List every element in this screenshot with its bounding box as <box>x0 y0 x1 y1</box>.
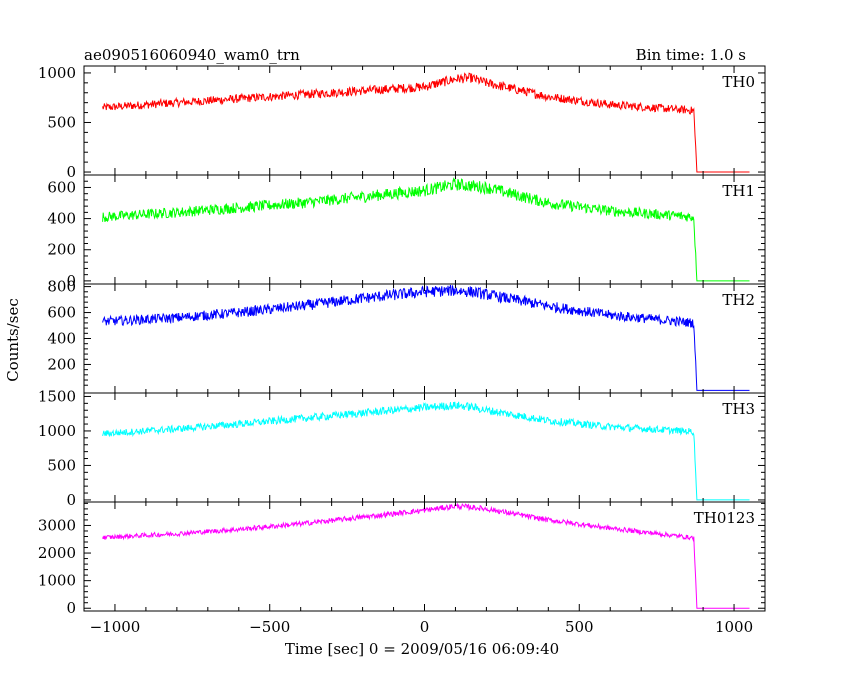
y-tick-label: 0 <box>66 272 76 290</box>
panel-th0: 0 500 1000 TH0 <box>38 64 766 181</box>
y-tick-label: 1000 <box>38 422 76 440</box>
y-tick-label: 400 <box>47 330 76 348</box>
y-tick-label: 200 <box>47 355 76 373</box>
y-tick-label: 0 <box>66 599 76 617</box>
y-tick-label: 2000 <box>38 544 76 562</box>
y-tick-label: 600 <box>47 304 76 322</box>
x-tick-label: 1000 <box>715 618 753 636</box>
y-tick-label: 500 <box>47 456 76 474</box>
panel-th1: 0 200 400 600 TH1 <box>47 174 766 290</box>
panel-label: TH2 <box>722 291 755 309</box>
y-tick-label: 3000 <box>38 516 76 534</box>
y-tick-label: 600 <box>47 178 76 196</box>
y-tick-label: 200 <box>47 241 76 259</box>
x-tick-label: −1000 <box>90 618 141 636</box>
x-tick-label: −500 <box>249 618 290 636</box>
panel-frame <box>83 392 766 503</box>
y-tick-label: 800 <box>47 278 76 296</box>
chart-subtitle: Bin time: 1.0 s <box>636 46 746 64</box>
panel-frame <box>83 501 766 612</box>
panel-frame <box>83 283 766 394</box>
panel-label: TH0 <box>722 73 755 91</box>
y-tick-label: 1500 <box>38 387 76 405</box>
panel-th0123: 0 1000 2000 3000 TH0123 <box>38 501 766 617</box>
panel-label: TH0123 <box>694 509 755 527</box>
series-line-th2 <box>102 284 750 391</box>
chart-title: ae090516060940_wam0_trn <box>84 46 300 64</box>
series-line-th3 <box>102 401 750 501</box>
y-tick-label: 1000 <box>38 572 76 590</box>
y-tick-label: 0 <box>66 163 76 181</box>
x-axis-label: Time [sec] 0 = 2009/05/16 06:09:40 <box>285 640 559 658</box>
x-tick-label: 0 <box>420 618 430 636</box>
series-line-th1 <box>102 176 750 282</box>
y-tick-label: 0 <box>66 491 76 509</box>
series-line-th0123 <box>102 502 750 609</box>
panel-th3: 0 500 1000 1500 TH3 <box>38 387 766 509</box>
panel-label: TH1 <box>722 182 755 200</box>
x-tick-label: 500 <box>565 618 594 636</box>
y-tick-label: 500 <box>47 113 76 131</box>
y-axis-label: Counts/sec <box>4 298 22 382</box>
y-tick-label: 400 <box>47 210 76 228</box>
y-tick-label: 1000 <box>38 64 76 82</box>
panel-label: TH3 <box>722 400 755 418</box>
panel-frame <box>83 65 766 176</box>
series-line-th0 <box>102 72 750 173</box>
panel-th2: 200 400 600 800 TH2 <box>47 278 766 394</box>
